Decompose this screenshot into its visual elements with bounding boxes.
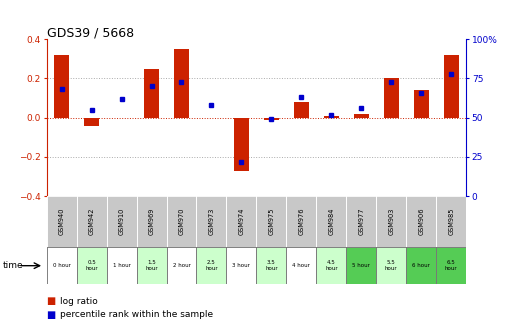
Bar bbox=[256, 196, 286, 247]
Text: GSM942: GSM942 bbox=[89, 208, 95, 235]
Text: 1.5
hour: 1.5 hour bbox=[145, 260, 158, 271]
Text: GDS39 / 5668: GDS39 / 5668 bbox=[47, 26, 134, 39]
Bar bbox=[406, 247, 436, 284]
Bar bbox=[324, 116, 339, 118]
Text: GSM977: GSM977 bbox=[358, 208, 364, 235]
Bar bbox=[256, 247, 286, 284]
Bar bbox=[234, 118, 249, 171]
Text: 6 hour: 6 hour bbox=[412, 263, 430, 268]
Bar bbox=[406, 196, 436, 247]
Text: time: time bbox=[3, 261, 23, 270]
Text: GSM940: GSM940 bbox=[59, 208, 65, 235]
Bar bbox=[376, 196, 406, 247]
Bar bbox=[47, 196, 77, 247]
Bar bbox=[84, 118, 99, 126]
Bar bbox=[444, 55, 459, 118]
Text: 5 hour: 5 hour bbox=[352, 263, 370, 268]
Bar bbox=[144, 69, 159, 118]
Text: 0.5
hour: 0.5 hour bbox=[85, 260, 98, 271]
Bar bbox=[414, 90, 429, 118]
Text: GSM975: GSM975 bbox=[268, 208, 275, 235]
Bar bbox=[196, 196, 226, 247]
Text: 5.5
hour: 5.5 hour bbox=[385, 260, 398, 271]
Text: ■: ■ bbox=[47, 310, 56, 319]
Bar bbox=[294, 102, 309, 118]
Text: GSM976: GSM976 bbox=[298, 208, 305, 235]
Bar bbox=[286, 196, 316, 247]
Bar bbox=[77, 196, 107, 247]
Bar bbox=[54, 55, 69, 118]
Text: GSM969: GSM969 bbox=[149, 208, 154, 235]
Text: 0 hour: 0 hour bbox=[53, 263, 70, 268]
Bar bbox=[166, 247, 196, 284]
Bar bbox=[347, 196, 376, 247]
Bar bbox=[436, 247, 466, 284]
Bar bbox=[226, 196, 256, 247]
Text: 3.5
hour: 3.5 hour bbox=[265, 260, 278, 271]
Text: GSM970: GSM970 bbox=[179, 208, 184, 235]
Text: 2.5
hour: 2.5 hour bbox=[205, 260, 218, 271]
Bar bbox=[226, 247, 256, 284]
Text: GSM910: GSM910 bbox=[119, 208, 124, 235]
Bar bbox=[196, 247, 226, 284]
Bar bbox=[137, 196, 166, 247]
Text: log ratio: log ratio bbox=[60, 297, 97, 306]
Text: 3 hour: 3 hour bbox=[233, 263, 250, 268]
Bar bbox=[174, 49, 189, 118]
Bar bbox=[107, 196, 137, 247]
Bar bbox=[77, 247, 107, 284]
Bar bbox=[166, 196, 196, 247]
Bar bbox=[384, 78, 399, 118]
Text: GSM984: GSM984 bbox=[328, 208, 334, 235]
Bar bbox=[316, 196, 347, 247]
Bar bbox=[47, 247, 77, 284]
Text: 2 hour: 2 hour bbox=[172, 263, 191, 268]
Bar bbox=[286, 247, 316, 284]
Text: GSM985: GSM985 bbox=[448, 208, 454, 235]
Text: 4.5
hour: 4.5 hour bbox=[325, 260, 338, 271]
Bar bbox=[354, 114, 369, 118]
Bar bbox=[107, 247, 137, 284]
Text: ■: ■ bbox=[47, 297, 56, 306]
Text: 1 hour: 1 hour bbox=[112, 263, 131, 268]
Text: GSM973: GSM973 bbox=[208, 208, 214, 235]
Bar bbox=[436, 196, 466, 247]
Bar bbox=[316, 247, 347, 284]
Bar bbox=[376, 247, 406, 284]
Bar bbox=[264, 118, 279, 120]
Text: GSM974: GSM974 bbox=[238, 208, 244, 235]
Text: GSM906: GSM906 bbox=[418, 208, 424, 235]
Text: 6.5
hour: 6.5 hour bbox=[445, 260, 457, 271]
Text: percentile rank within the sample: percentile rank within the sample bbox=[60, 310, 213, 319]
Text: GSM903: GSM903 bbox=[388, 208, 394, 235]
Bar bbox=[347, 247, 376, 284]
Bar bbox=[137, 247, 166, 284]
Text: 4 hour: 4 hour bbox=[293, 263, 310, 268]
